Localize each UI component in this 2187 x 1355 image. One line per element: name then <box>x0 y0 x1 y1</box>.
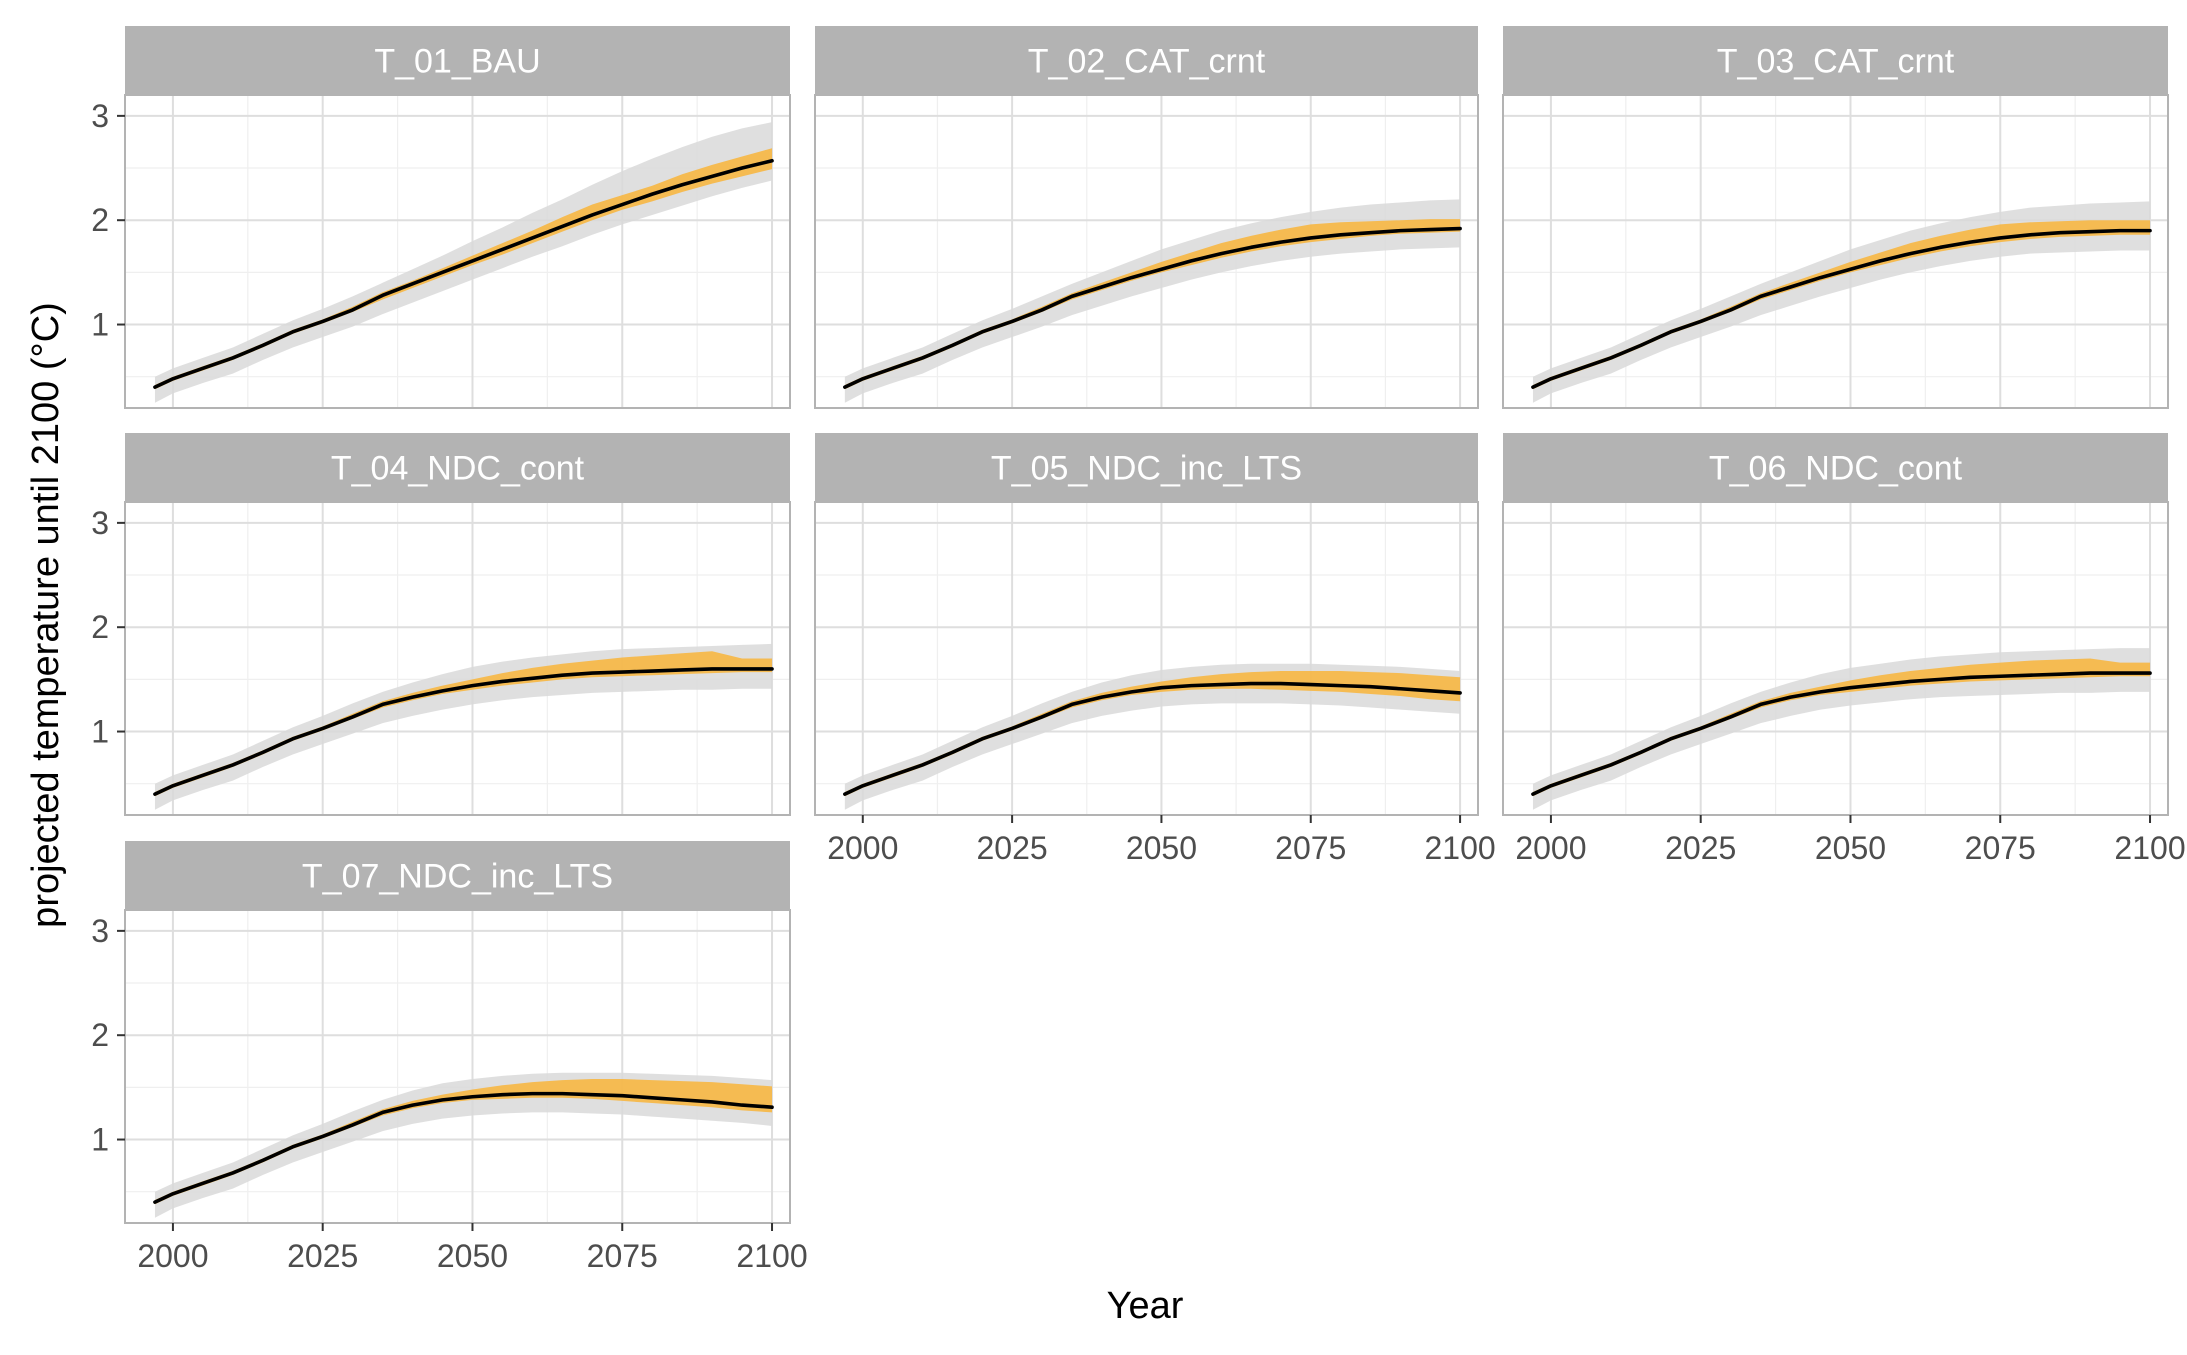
x-tick-label: 2050 <box>437 1238 508 1274</box>
median-temperature-line <box>843 226 1462 389</box>
facet-panel-4: T_04_NDC_cont 1 2 3 <box>91 433 791 816</box>
facet-strip <box>125 433 790 502</box>
facet-strip-label: T_04_NDC_cont <box>331 450 585 488</box>
facet-strip-label: T_01_BAU <box>374 43 540 81</box>
x-tick-label: 2075 <box>1965 830 2036 866</box>
median-temperature-line <box>1531 228 2152 389</box>
panel-border <box>1502 94 2169 409</box>
facet-strip <box>815 26 1478 95</box>
median-temperature-line <box>153 158 774 389</box>
y-axis-title: projected temperature until 2100 (°C) <box>25 302 67 928</box>
x-tick-label: 2100 <box>1424 830 1495 866</box>
facet-panel-3: T_03_CAT_crnt <box>1502 26 2169 409</box>
x-tick-label: 2075 <box>1275 830 1346 866</box>
panel-border <box>124 909 791 1224</box>
x-tick-label: 2100 <box>736 1238 807 1274</box>
median-temperature-line <box>153 667 774 796</box>
inner-uncertainty-band <box>154 1079 773 1205</box>
panel-border <box>814 501 1479 816</box>
outer-uncertainty-band <box>1532 201 2151 403</box>
facet-panel-7: T_07_NDC_inc_LTS 1 2 3 2000 2025 2050 2075 2100 <box>91 841 808 1274</box>
y-tick-label: 2 <box>91 1017 109 1053</box>
x-tick-label: 2025 <box>287 1238 358 1274</box>
x-tick-label: 2050 <box>1126 830 1197 866</box>
x-tick-label: 2100 <box>2114 830 2185 866</box>
x-tick-label: 2000 <box>137 1238 208 1274</box>
y-tick-label: 1 <box>91 307 109 343</box>
median-temperature-line <box>1531 671 2152 796</box>
facet-strip-label: T_03_CAT_crnt <box>1717 43 1955 81</box>
facet-panel-1: T_01_BAU 1 2 3 <box>91 26 791 409</box>
y-tick-label: 2 <box>91 609 109 645</box>
y-tick-label: 3 <box>91 505 109 541</box>
facet-panel-6: T_06_NDC_cont 2000 2025 2050 2075 2100 <box>1502 433 2186 866</box>
facet-strip-label: T_05_NDC_inc_LTS <box>991 450 1302 488</box>
inner-uncertainty-band <box>154 651 773 797</box>
panel-border <box>814 94 1479 409</box>
facet-strip-label: T_02_CAT_crnt <box>1028 43 1266 81</box>
x-tick-label: 2025 <box>1665 830 1736 866</box>
y-tick-label: 1 <box>91 1122 109 1158</box>
panel-border <box>124 94 791 409</box>
y-tick-label: 3 <box>91 98 109 134</box>
x-tick-label: 2025 <box>977 830 1048 866</box>
inner-uncertainty-band <box>154 148 773 390</box>
facet-strip <box>125 26 790 95</box>
x-tick-label: 2050 <box>1815 830 1886 866</box>
facet-strip <box>125 841 790 910</box>
panels-layer: T_01_BAU 1 2 3 T_02_CAT_crnt T_03_CAT_crnt T_0… <box>91 26 2186 1274</box>
facet-strip-label: T_06_NDC_cont <box>1709 450 1963 488</box>
median-temperature-line <box>153 1091 774 1204</box>
inner-uncertainty-band <box>844 671 1461 797</box>
facet-panel-5: T_05_NDC_inc_LTS 2000 2025 2050 2075 2100 <box>814 433 1496 866</box>
outer-uncertainty-band <box>844 663 1461 810</box>
facet-strip <box>815 433 1478 502</box>
outer-uncertainty-band <box>1532 648 2151 810</box>
x-tick-label: 2075 <box>587 1238 658 1274</box>
median-temperature-line <box>843 681 1462 796</box>
outer-uncertainty-band <box>154 1072 773 1218</box>
y-tick-label: 1 <box>91 714 109 750</box>
x-axis-title: Year <box>1107 1285 1184 1327</box>
facet-strip <box>1503 26 2168 95</box>
facet-strip-label: T_07_NDC_inc_LTS <box>302 858 613 896</box>
x-tick-label: 2000 <box>1515 830 1586 866</box>
facet-strip <box>1503 433 2168 502</box>
x-tick-label: 2000 <box>827 830 898 866</box>
outer-uncertainty-band <box>154 643 773 810</box>
facet-panel-2: T_02_CAT_crnt <box>814 26 1479 409</box>
y-tick-label: 2 <box>91 202 109 238</box>
y-tick-label: 3 <box>91 913 109 949</box>
panel-border <box>124 501 791 816</box>
outer-uncertainty-band <box>844 199 1461 403</box>
panel-border <box>1502 501 2169 816</box>
